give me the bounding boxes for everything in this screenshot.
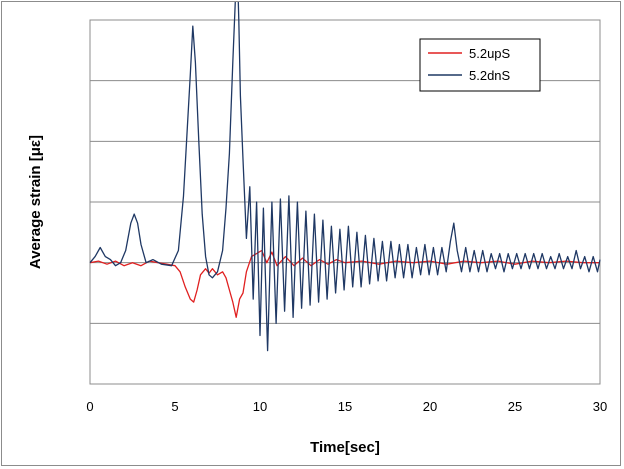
legend-label-5-2dns: 5.2dnS — [469, 68, 511, 83]
series-line-5-2dns — [89, 2, 601, 352]
plot-area — [89, 19, 601, 385]
y-axis-title: Average strain [με] — [27, 135, 44, 269]
legend-label-5-2ups: 5.2upS — [469, 46, 511, 61]
x-axis-title: Time[sec] — [310, 439, 380, 456]
legend-box — [419, 38, 541, 92]
x-tick-label: 30 — [593, 399, 607, 414]
legend: 5.2upS 5.2dnS — [419, 38, 541, 92]
x-tick-label: 25 — [508, 399, 522, 414]
x-tick-label: 10 — [253, 399, 267, 414]
x-tick-label: 15 — [338, 399, 352, 414]
x-tick-label: 20 — [423, 399, 437, 414]
x-axis-ticks: 0 5 10 15 20 25 30 — [86, 399, 607, 414]
series-group — [89, 2, 601, 352]
x-tick-label: 5 — [171, 399, 178, 414]
x-tick-label: 0 — [86, 399, 93, 414]
